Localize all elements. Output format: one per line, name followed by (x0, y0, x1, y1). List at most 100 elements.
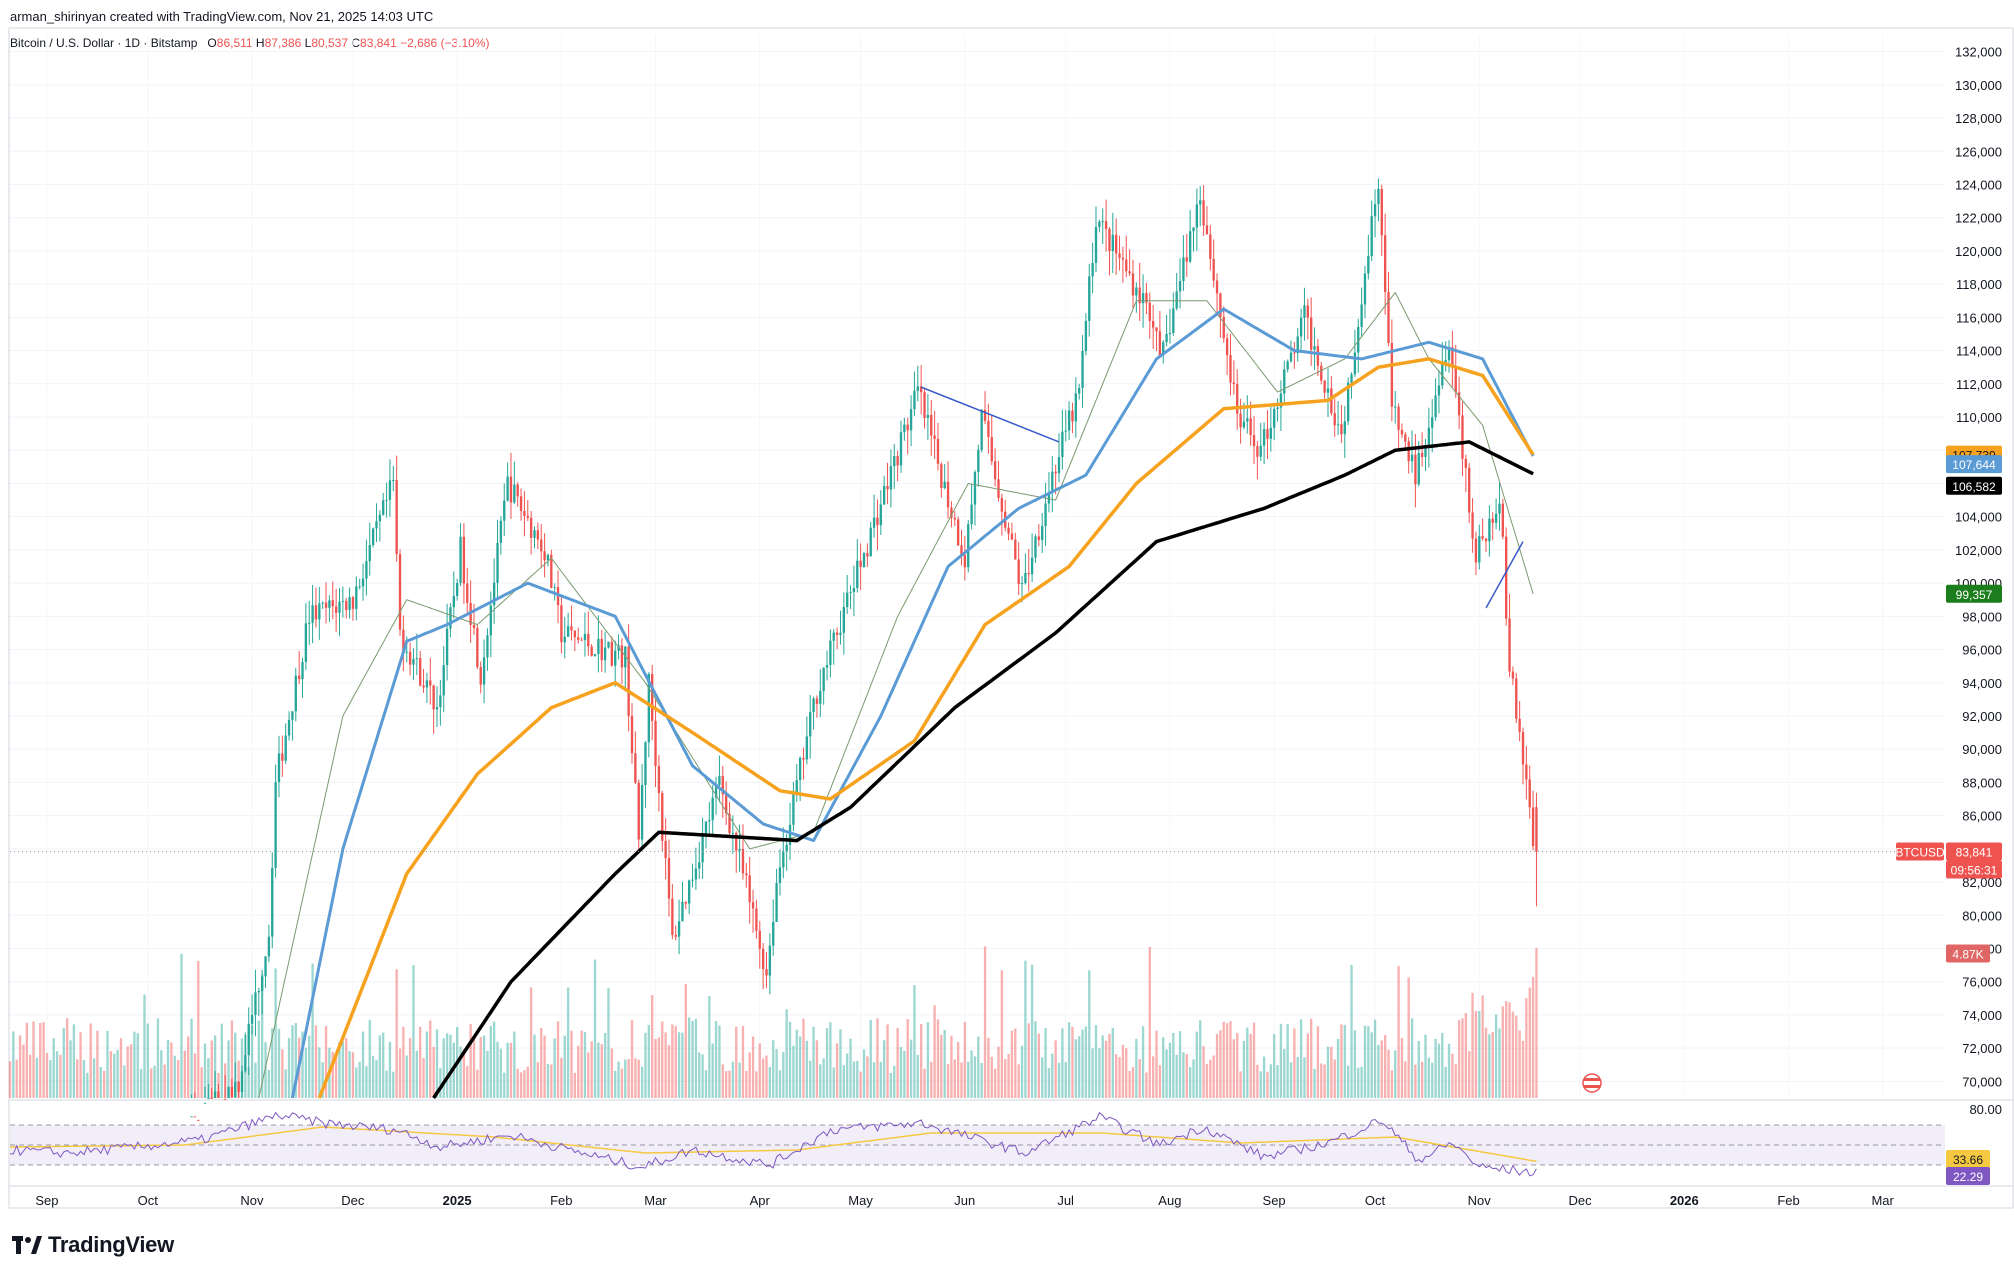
candle-body (1404, 434, 1407, 442)
candle-body (1273, 408, 1276, 428)
volume-bar (291, 1025, 294, 1098)
candle-body (1414, 454, 1417, 485)
volume-bar (526, 1066, 529, 1098)
time-tick-label: 2025 (443, 1193, 472, 1208)
candle-body (536, 530, 540, 540)
open-value: 86,511 (216, 36, 253, 50)
candle-body (1353, 352, 1357, 375)
candle-body (388, 480, 392, 500)
candle-body (1051, 471, 1054, 493)
volume-bar (1138, 1059, 1141, 1098)
volume-bar (1104, 1040, 1108, 1098)
time-tick-label: Feb (550, 1193, 572, 1208)
volume-bar (72, 1024, 76, 1098)
volume-bar (1410, 1018, 1414, 1098)
volume-bar (1333, 1059, 1336, 1098)
volume-bar (123, 1065, 126, 1098)
candle-body (993, 461, 997, 480)
volume-bar (267, 1069, 271, 1098)
volume-bar (1498, 1028, 1501, 1098)
candle-body (1447, 347, 1451, 361)
candle-body (1286, 361, 1289, 370)
volume-bar (1360, 1066, 1363, 1098)
candle-body (455, 583, 459, 596)
ma-fast-line (258, 291, 1534, 1099)
volume-bar (49, 1060, 52, 1098)
candle-body (640, 785, 644, 840)
time-tick-label: Mar (1871, 1193, 1894, 1208)
volume-bar (714, 1021, 718, 1098)
volume-bar (503, 1072, 506, 1098)
candle-body (291, 711, 294, 720)
candle-body (1034, 536, 1037, 558)
candle-body (1078, 387, 1081, 394)
volume-bar (993, 1068, 997, 1098)
time-tick-label: Mar (644, 1193, 667, 1208)
volume-bar (829, 1022, 832, 1098)
candle-body (1135, 287, 1138, 296)
volume-bar (1188, 1067, 1192, 1098)
symbol-legend: Bitcoin / U.S. Dollar · 1D · Bitstamp O8… (10, 36, 490, 50)
price-tick-label: 128,000 (1955, 111, 2002, 126)
volume-bar (439, 1068, 442, 1098)
candle-body (237, 1081, 240, 1093)
candle-body (1071, 410, 1074, 422)
volume-bar (281, 1049, 284, 1098)
volume-bar (1525, 998, 1528, 1098)
symbol-title[interactable]: Bitcoin / U.S. Dollar · 1D · Bitstamp (10, 36, 198, 50)
volume-bar (1293, 1028, 1296, 1098)
volume-bar (687, 1017, 691, 1098)
volume-bar (318, 1047, 321, 1098)
candle-body (308, 622, 311, 624)
candle-body (758, 930, 761, 949)
price-tick-label: 110,000 (1956, 410, 2002, 425)
price-tick-label: 114,000 (1956, 344, 2002, 359)
volume-bar (1111, 1027, 1114, 1098)
volume-bar (798, 1036, 802, 1098)
candle-body (637, 782, 640, 840)
candle-body (852, 588, 856, 593)
volume-bar (1518, 1030, 1521, 1098)
candle-body (1498, 503, 1501, 514)
candle-body (341, 600, 345, 602)
candle-body (479, 666, 482, 685)
candle-body (1293, 352, 1296, 354)
candle-body (573, 630, 577, 638)
candle-body (607, 641, 610, 648)
candle-body (906, 424, 909, 431)
volume-bar (1320, 1063, 1323, 1098)
candle-body (869, 527, 872, 557)
volume-bar (1195, 1031, 1199, 1098)
candle-body (1165, 334, 1168, 343)
volume-bar (1363, 1025, 1367, 1098)
volume-bar (809, 1060, 812, 1098)
open-label: O (207, 36, 217, 50)
time-tick-label: Feb (1777, 1193, 1799, 1208)
price-tick-label: 74,000 (1962, 1008, 2002, 1023)
candle-body (819, 690, 822, 704)
candle-body (331, 600, 334, 607)
volume-bar (933, 1005, 936, 1098)
candle-body (1084, 320, 1088, 351)
volume-bar (509, 1042, 513, 1098)
candle-body (459, 536, 462, 584)
candle-body (654, 720, 657, 767)
candle-body (731, 832, 735, 834)
volume-bar (459, 1046, 462, 1098)
candle-body (301, 661, 304, 680)
volume-bar (311, 963, 314, 1098)
candle-body (1205, 225, 1209, 235)
volume-bar (294, 1023, 297, 1098)
tradingview-logo[interactable]: TradingView (12, 1232, 174, 1258)
volume-bar (1037, 1033, 1041, 1098)
volume-bar (802, 1018, 805, 1098)
symbol-tag: BTCUSD (1895, 846, 1945, 860)
candle-body (415, 658, 419, 660)
candle-body (694, 868, 698, 880)
time-tick-label: Apr (750, 1193, 771, 1208)
tradingview-wordmark: TradingView (48, 1232, 174, 1257)
volume-bar (1461, 1018, 1464, 1098)
volume-bar (1017, 1064, 1020, 1098)
candle-body (1360, 304, 1363, 327)
